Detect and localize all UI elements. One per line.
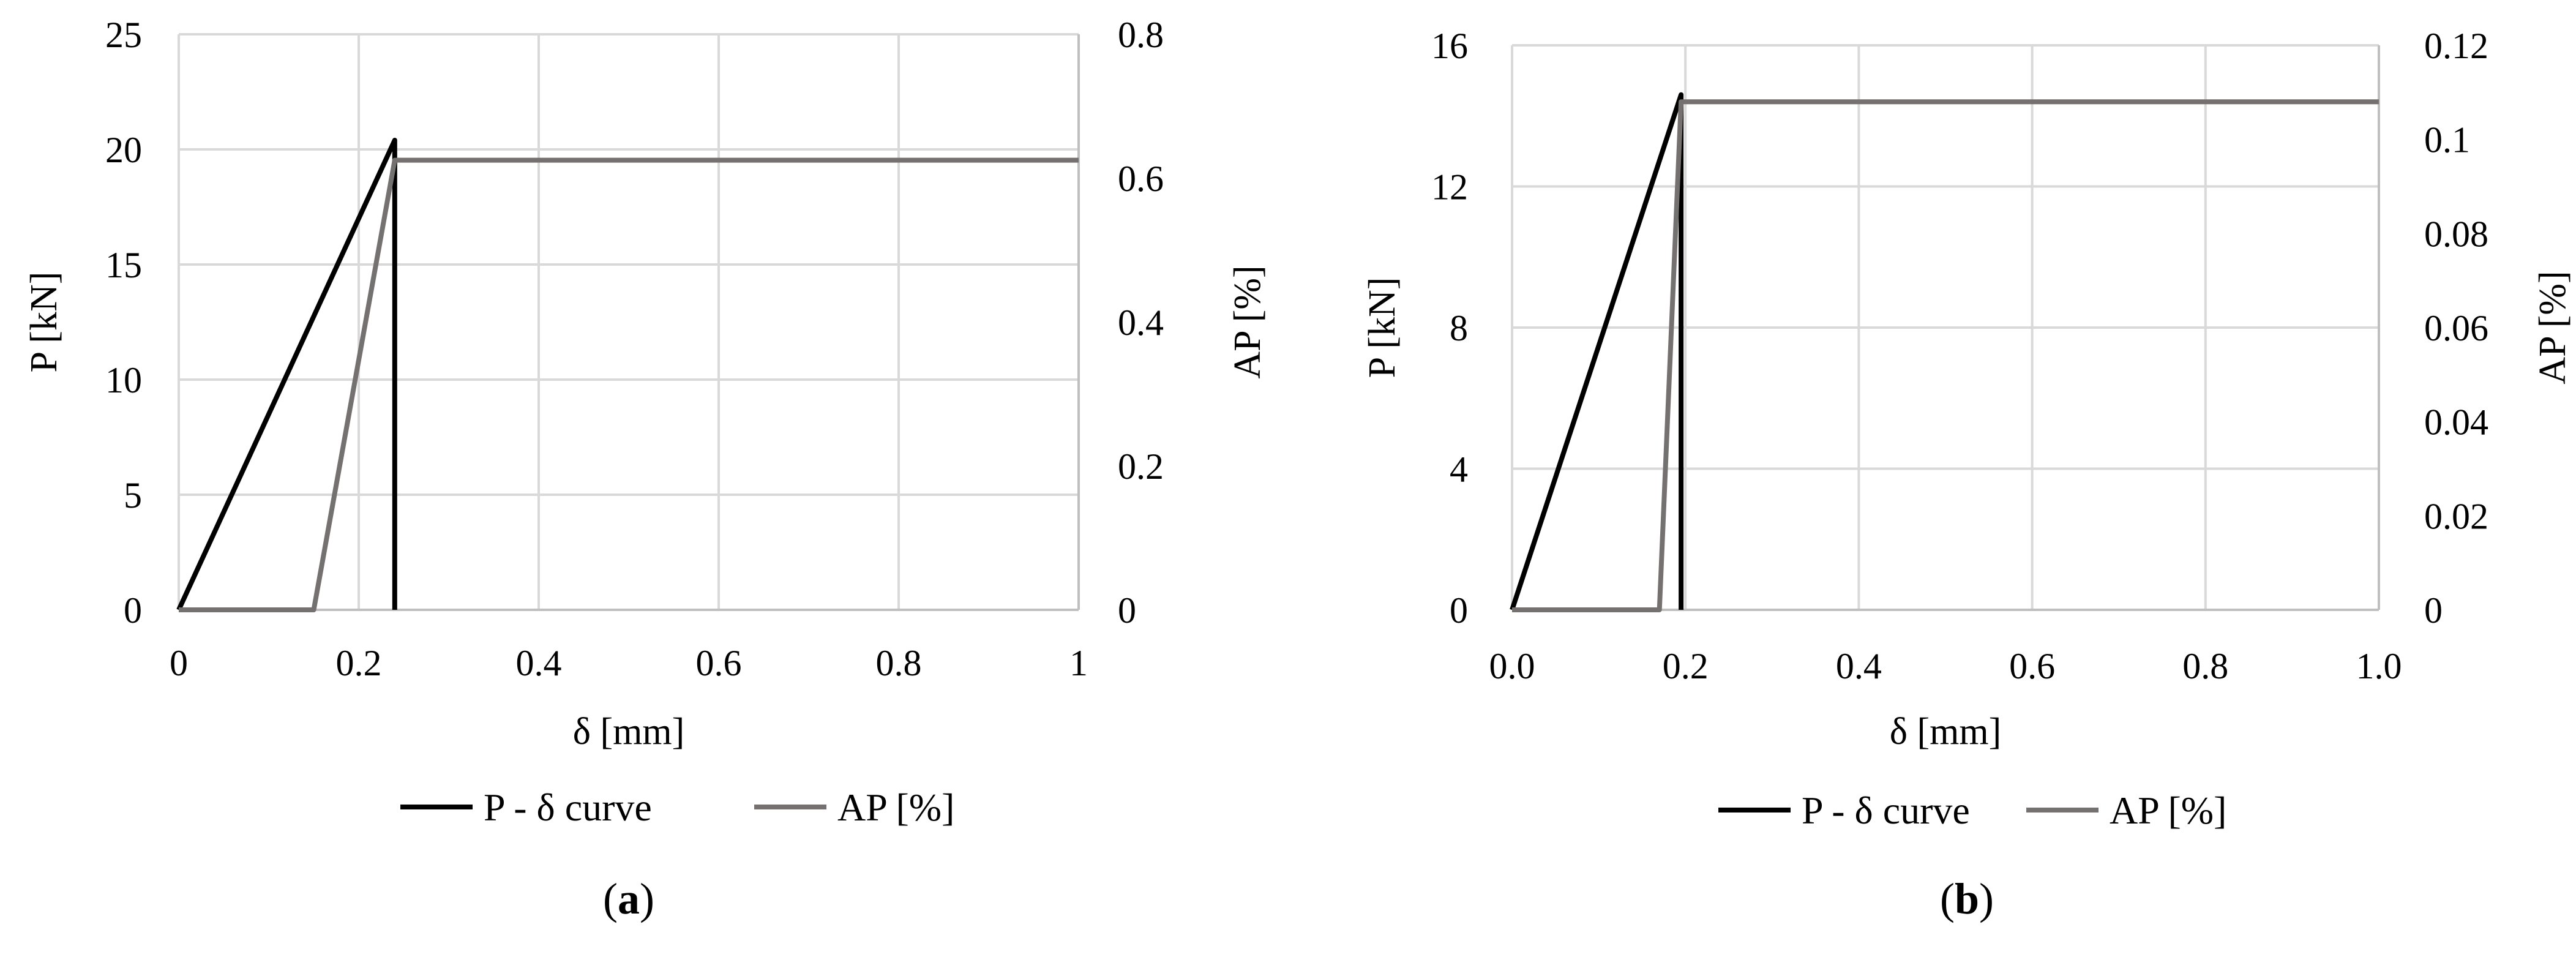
legend-label-1: AP [%] — [837, 786, 954, 829]
y2-axis-title: AP [%] — [1227, 265, 1268, 378]
x-tick-label: 0 — [170, 643, 188, 683]
caption-paren-close: ) — [640, 874, 654, 923]
y-axis-title: P [kN] — [1361, 277, 1403, 378]
chart-b: 0.0 0.2 0.4 0.6 0.8 1.0 0 4 8 12 16 0 0.02 0.04 0.06 0.… — [1361, 26, 2574, 923]
y2-tick-label: 0.12 — [2424, 26, 2488, 66]
y-tick-label: 0 — [1450, 590, 1468, 631]
y-tick-label: 15 — [105, 245, 142, 285]
x-tick-label: 0.8 — [876, 643, 922, 683]
y2-tick-label: 0.8 — [1118, 15, 1164, 55]
y-tick-label: 12 — [1431, 167, 1468, 208]
y-tick-label: 0 — [124, 590, 142, 631]
panel-caption: (b) — [1940, 874, 1994, 923]
y2-tick-label: 0 — [1118, 590, 1136, 631]
series-line-0 — [176, 138, 397, 611]
legend-label-0: P - δ curve — [1802, 789, 1970, 832]
x-tick-label: 1.0 — [2356, 646, 2402, 686]
x-tick-label: 0.4 — [1836, 646, 1882, 686]
series-line-1 — [179, 157, 1079, 612]
y2-tick-label: 0.08 — [2424, 214, 2488, 254]
legend: P - δ curve AP [%] — [400, 786, 954, 829]
y-tick-label: 8 — [1450, 308, 1468, 348]
y-axis-title: P [kN] — [23, 272, 65, 373]
caption-paren-open: ( — [1940, 874, 1955, 923]
x-tick-label: 0.6 — [2009, 646, 2055, 686]
x-tick-label: 0.2 — [336, 643, 382, 683]
y-tick-label: 20 — [105, 130, 142, 170]
x-axis-title: δ [mm] — [1890, 711, 2001, 752]
y-tick-label: 25 — [105, 15, 142, 55]
x-tick-label: 1 — [1069, 643, 1088, 683]
y2-tick-label: 0.02 — [2424, 496, 2488, 536]
y2-tick-label: 0.4 — [1118, 302, 1164, 343]
x-axis-title: δ [mm] — [573, 711, 684, 752]
series-line-1 — [1512, 99, 2379, 612]
caption-letter: b — [1955, 874, 1979, 923]
caption-paren-open: ( — [603, 874, 618, 923]
caption-paren-close: ) — [1979, 874, 1994, 923]
y2-tick-label: 0.6 — [1118, 159, 1164, 199]
series-line-0 — [1510, 92, 1684, 611]
y2-tick-label: 0 — [2424, 590, 2443, 631]
legend: P - δ curve AP [%] — [1718, 789, 2226, 832]
legend-label-0: P - δ curve — [484, 786, 652, 829]
y-tick-label: 4 — [1450, 449, 1468, 490]
x-tick-label: 0.0 — [1489, 646, 1535, 686]
y2-tick-label: 0.06 — [2424, 308, 2488, 348]
legend-label-1: AP [%] — [2110, 789, 2226, 832]
x-tick-label: 0.4 — [516, 643, 562, 683]
y-tick-label: 16 — [1431, 26, 1468, 66]
caption-letter: a — [618, 874, 640, 923]
y2-tick-label: 0.04 — [2424, 402, 2488, 443]
y2-tick-label: 0.1 — [2424, 120, 2470, 160]
x-tick-label: 0.6 — [696, 643, 742, 683]
y-tick-label: 10 — [105, 360, 142, 400]
y2-axis-title: AP [%] — [2532, 271, 2574, 384]
panel-caption: (a) — [603, 874, 654, 923]
y-tick-label: 5 — [124, 475, 142, 516]
x-tick-label: 0.8 — [2182, 646, 2228, 686]
x-tick-label: 0.2 — [1663, 646, 1709, 686]
y2-tick-label: 0.2 — [1118, 446, 1164, 487]
